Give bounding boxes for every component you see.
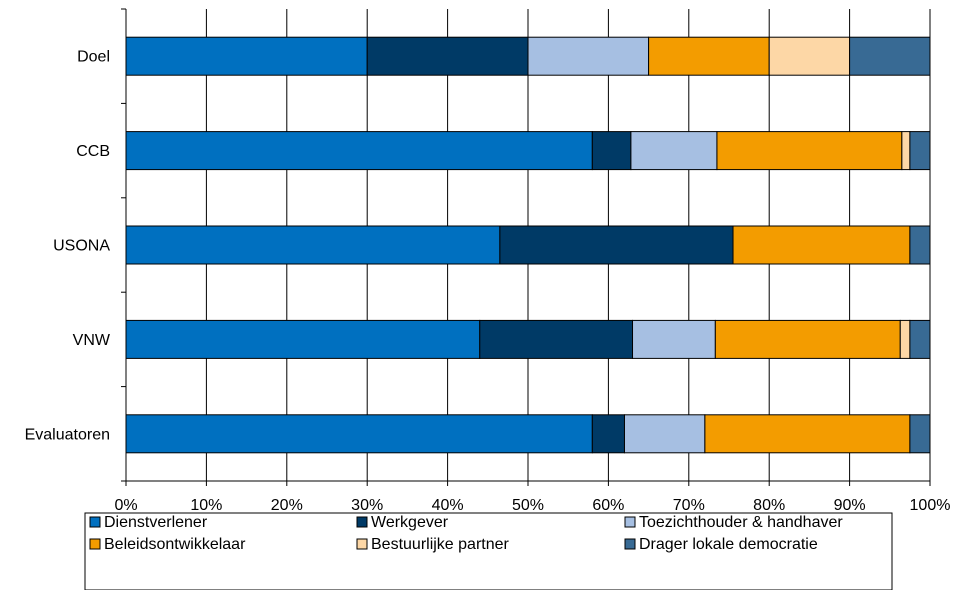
bar-segment — [732, 225, 911, 265]
category-label: Evaluatoren — [25, 426, 110, 443]
legend-box — [84, 512, 893, 591]
bars-layer — [125, 36, 931, 454]
bar-segment — [899, 319, 911, 359]
legend-swatch — [89, 516, 101, 528]
x-tick-label: 0% — [114, 497, 137, 514]
legend-swatch — [356, 538, 368, 550]
legend-swatch — [89, 538, 101, 550]
bar-segment — [125, 414, 593, 454]
bar-segment — [623, 414, 706, 454]
bar-segment — [849, 36, 931, 76]
legend-label: Werkgever — [371, 514, 449, 531]
x-tick-label: 70% — [673, 497, 705, 514]
bar-segment — [125, 319, 481, 359]
bar-segment — [909, 319, 931, 359]
bar-segment — [768, 36, 851, 76]
legend-label: Drager lokale democratie — [639, 536, 818, 553]
bar-segment — [714, 319, 901, 359]
legend-label: Toezichthouder & handhaver — [639, 514, 843, 531]
bar-segment — [909, 225, 931, 265]
x-tick-label: 60% — [592, 497, 624, 514]
legend-swatch — [356, 516, 368, 528]
bar-segment — [527, 36, 650, 76]
category-label: CCB — [76, 143, 110, 160]
category-label: USONA — [53, 238, 110, 255]
bar-segment — [499, 225, 734, 265]
bar-segment — [909, 131, 931, 171]
x-tick-label: 90% — [834, 497, 866, 514]
x-tick-label: 80% — [753, 497, 785, 514]
x-tick-label: 50% — [512, 497, 544, 514]
category-label: Doel — [77, 49, 110, 66]
legend-swatch — [624, 516, 636, 528]
legend: Dienstverlener Werkgever Toezichthouder & … — [84, 512, 893, 591]
bar-segment — [591, 414, 625, 454]
axes-layer — [121, 8, 931, 486]
legend-label: Bestuurlijke partner — [371, 536, 510, 553]
x-tick-labels: 0% 10% 20% 30% 40% 50% 60% 70% 80% 90% 100% — [114, 497, 950, 514]
bar-segment — [632, 319, 716, 359]
bar-segment — [366, 36, 529, 76]
x-tick-label: 10% — [190, 497, 222, 514]
bar-segment — [125, 36, 368, 76]
x-tick-label: 100% — [910, 497, 951, 514]
bar-segment — [479, 319, 634, 359]
bar-segment — [909, 414, 931, 454]
legend-label: Dienstverlener — [104, 514, 208, 531]
bar-segment — [901, 131, 911, 171]
category-labels: Doel CCB USONA VNW Evaluatoren — [25, 49, 111, 444]
x-tick-label: 30% — [351, 497, 383, 514]
legend-swatch — [624, 538, 636, 550]
legend-label: Beleidsontwikkelaar — [104, 536, 246, 553]
bar-segment — [125, 131, 593, 171]
bar-segment — [630, 131, 718, 171]
bar-segment — [648, 36, 770, 76]
x-tick-label: 20% — [271, 497, 303, 514]
x-tick-label: 40% — [432, 497, 464, 514]
bar-segment — [125, 225, 501, 265]
bar-segment — [704, 414, 911, 454]
bar-segment — [591, 131, 632, 171]
category-label: VNW — [73, 332, 111, 349]
bar-segment — [716, 131, 903, 171]
